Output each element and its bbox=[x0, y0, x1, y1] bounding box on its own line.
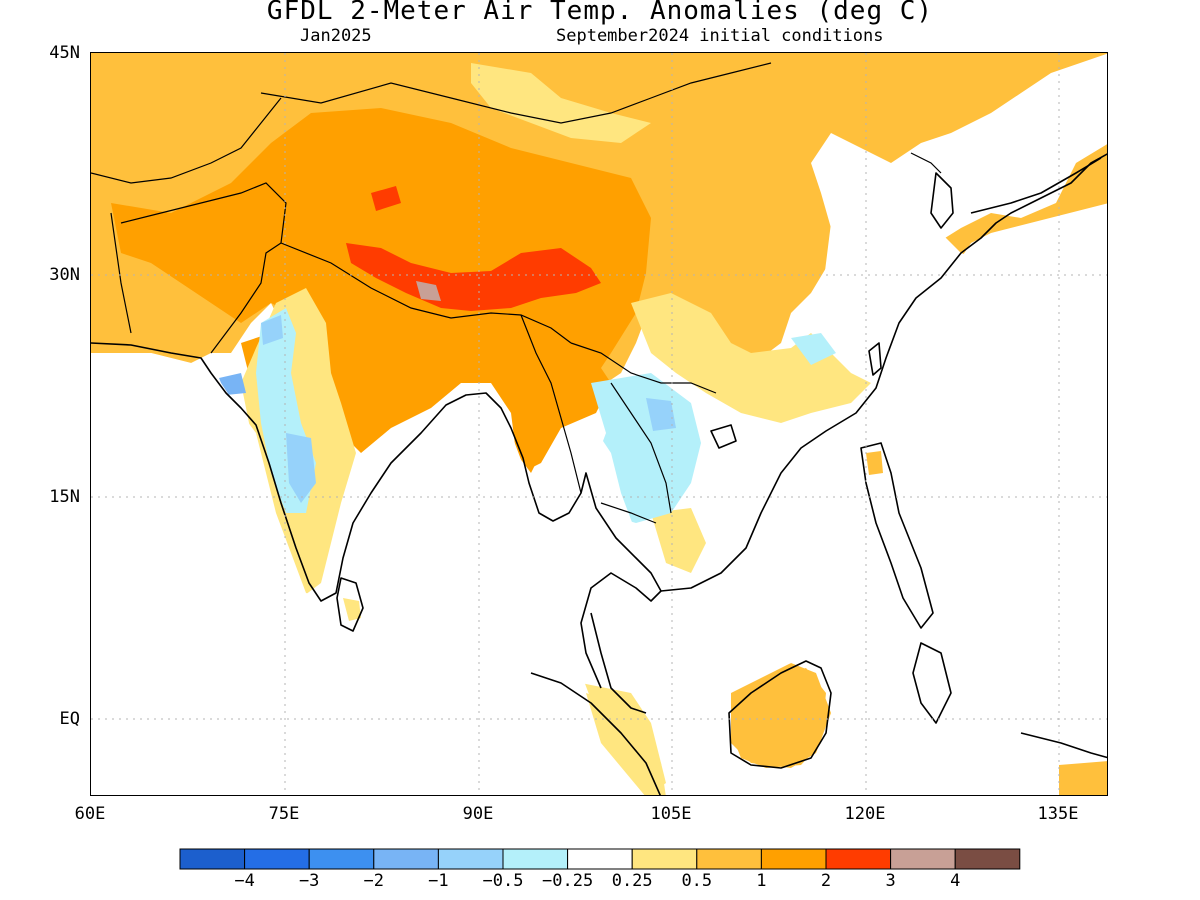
graticule bbox=[91, 53, 1107, 795]
coastline-korea bbox=[930, 172, 954, 229]
coastline-malaya bbox=[590, 612, 647, 714]
anomaly-region-0.25-0.5-mongolia bbox=[471, 63, 651, 143]
colorbar-label-8: 1 bbox=[756, 871, 767, 891]
anomaly-region-neg-0.5-india-n bbox=[261, 315, 283, 345]
colorbar-label-9: 2 bbox=[820, 871, 832, 891]
anomaly-region-neg-0.5-india bbox=[286, 433, 316, 503]
lat-label-30n: 30N bbox=[49, 265, 80, 285]
colorbar-cell-6 bbox=[567, 848, 633, 870]
anomaly-region-2-3-north bbox=[371, 186, 401, 211]
lon-label-90e: 90E bbox=[462, 804, 494, 824]
colorbar-cell-12 bbox=[954, 848, 1021, 870]
ocean-mask bbox=[91, 203, 1107, 795]
colorbar-cell-9 bbox=[760, 848, 827, 870]
colorbar-label-10: 3 bbox=[885, 871, 896, 891]
colorbar-cell-0 bbox=[179, 848, 246, 870]
anomaly-region-srilanka bbox=[343, 598, 361, 621]
coastlines bbox=[91, 153, 1107, 795]
anomaly-map bbox=[90, 52, 1108, 796]
colorbar-label-5: −0.25 bbox=[542, 871, 594, 891]
colorbar-label-1: −3 bbox=[298, 871, 320, 891]
colorbar-cell-4 bbox=[437, 848, 504, 870]
lon-label-60e: 60E bbox=[74, 804, 106, 824]
coastline-hainan bbox=[710, 424, 737, 449]
coastline-japan bbox=[970, 157, 1102, 214]
border-himalaya bbox=[280, 242, 572, 344]
map-title: GFDL 2-Meter Air Temp. Anomalies (deg C) bbox=[266, 0, 934, 26]
colorbar-cell-2 bbox=[308, 848, 375, 870]
coastline-borneo bbox=[728, 660, 832, 769]
border-cambodia-thailand bbox=[600, 502, 657, 524]
border-korea bbox=[910, 152, 942, 174]
colorbar-cell-5 bbox=[502, 848, 569, 870]
lon-label-135e: 135E bbox=[1037, 804, 1079, 824]
anomaly-region-neg-1-gujarat bbox=[219, 373, 246, 395]
anomaly-region-newguinea bbox=[1059, 761, 1107, 795]
anomaly-region-1-2-myanmar bbox=[521, 343, 611, 468]
colorbar-cell-1 bbox=[244, 848, 310, 870]
colorbar-cell-7 bbox=[631, 848, 698, 870]
colorbar-cell-10 bbox=[825, 848, 892, 870]
lat-label-45n: 45N bbox=[49, 43, 80, 63]
border-india-pakistan bbox=[210, 242, 282, 354]
border-iran bbox=[110, 212, 132, 334]
country-borders bbox=[91, 62, 942, 524]
border-china-indochina bbox=[570, 342, 717, 394]
colorbar-label-2: −2 bbox=[363, 871, 385, 891]
lon-label-105e: 105E bbox=[650, 804, 692, 824]
anomaly-map-canvas bbox=[91, 53, 1107, 795]
lon-label-120e: 120E bbox=[844, 804, 886, 824]
coastline-sumatra bbox=[530, 672, 661, 795]
colorbar-label-11: 4 bbox=[950, 871, 961, 891]
coastline-taiwan bbox=[868, 342, 882, 376]
anomaly-region-0.25-0.5-indochina bbox=[651, 508, 706, 573]
initial-conditions-label: September2024 initial conditions bbox=[556, 26, 884, 46]
forecast-month: Jan2025 bbox=[300, 26, 372, 46]
coastline-philippines bbox=[860, 442, 934, 629]
colorbar bbox=[179, 848, 1021, 870]
colorbar-label-3: −1 bbox=[428, 871, 449, 891]
lat-label-15n: 15N bbox=[49, 487, 80, 507]
colorbar-label-4: −0.5 bbox=[482, 871, 524, 891]
anomaly-region-neutral-east-china bbox=[821, 53, 1107, 343]
anomaly-region-neutral-se-asia bbox=[561, 423, 651, 583]
colorbar-cell-11 bbox=[890, 848, 956, 870]
coastline-newguinea bbox=[1020, 732, 1107, 759]
lon-label-75e: 75E bbox=[268, 804, 300, 824]
anomaly-region-borneo bbox=[731, 668, 826, 768]
coastline-sulawesi bbox=[912, 642, 952, 724]
border-myanmar bbox=[520, 314, 582, 494]
anomaly-region-neg-0.25-china bbox=[791, 333, 836, 365]
anomaly-region-1-2 bbox=[111, 108, 651, 473]
anomaly-region-0.25-0.5-china bbox=[631, 293, 871, 423]
border-afghanistan bbox=[120, 182, 287, 244]
colorbar-label-6: 0.25 bbox=[611, 871, 653, 891]
border-laos bbox=[610, 382, 672, 514]
coastline-china bbox=[660, 153, 1107, 592]
colorbar-label-7: 0.5 bbox=[681, 871, 713, 891]
colorbar-label-0: −4 bbox=[234, 871, 255, 891]
colorbar-cell-8 bbox=[696, 848, 762, 870]
anomaly-region-philippines bbox=[866, 451, 883, 475]
anomaly-region-3-4 bbox=[416, 281, 441, 301]
anomaly-region-neg-0.5-laos bbox=[646, 398, 676, 431]
colorbar-cell-3 bbox=[373, 848, 439, 870]
border-central-asia bbox=[91, 97, 282, 184]
border-mongolia bbox=[260, 62, 772, 124]
anomaly-region-2-3-tibet bbox=[346, 243, 601, 311]
lat-label-eq: EQ bbox=[59, 709, 80, 729]
coastline-srilanka bbox=[336, 577, 364, 632]
